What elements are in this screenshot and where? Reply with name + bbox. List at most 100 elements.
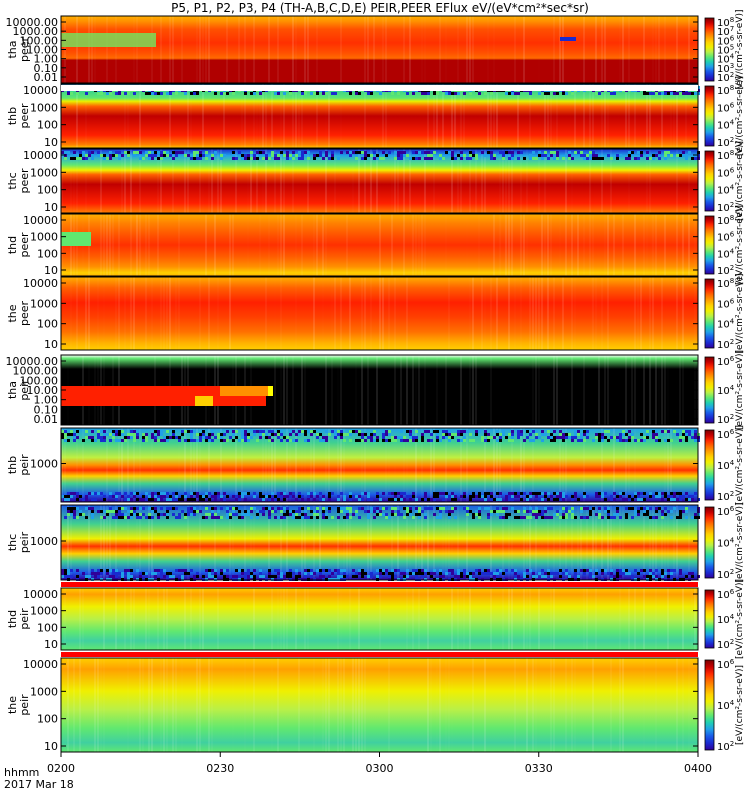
noise-pixel: [319, 439, 322, 442]
ylabel-line1: thd: [6, 236, 19, 254]
noise-pixel: [115, 492, 118, 495]
noise-pixel: [673, 498, 676, 501]
noise-pixel: [577, 498, 580, 501]
texture-streak: [556, 505, 558, 580]
noise-pixel: [649, 572, 652, 575]
noise-pixel: [685, 575, 688, 578]
texture-streak: [160, 277, 162, 350]
noise-pixel: [508, 492, 511, 495]
noise-pixel: [370, 507, 373, 510]
noise-pixel: [238, 569, 241, 572]
texture-streak: [643, 658, 645, 752]
noise-pixel: [421, 572, 424, 575]
texture-streak: [364, 16, 366, 83]
noise-pixel: [640, 507, 643, 510]
noise-pixel: [616, 154, 619, 157]
noise-pixel: [694, 516, 697, 519]
noise-pixel: [226, 569, 229, 572]
noise-pixel: [289, 433, 292, 436]
noise-pixel: [142, 513, 145, 516]
noise-pixel: [451, 433, 454, 436]
colorbar-label: [eV/(cm²-s-sr-eV)]: [735, 205, 745, 285]
texture-streak: [100, 149, 102, 213]
noise-pixel: [409, 436, 412, 439]
noise-pixel: [691, 572, 694, 575]
texture-streak: [232, 658, 234, 752]
texture-streak: [667, 428, 669, 502]
noise-pixel: [499, 516, 502, 519]
noise-pixel: [565, 154, 568, 157]
noise-pixel: [691, 430, 694, 433]
noise-pixel: [124, 516, 127, 519]
noise-pixel: [616, 507, 619, 510]
texture-streak: [145, 277, 147, 350]
texture-streak: [412, 588, 414, 650]
noise-pixel: [511, 436, 514, 439]
texture-streak: [79, 658, 81, 752]
noise-pixel: [100, 439, 103, 442]
noise-pixel: [115, 513, 118, 516]
texture-streak: [676, 149, 678, 213]
noise-pixel: [655, 495, 658, 498]
noise-pixel: [172, 498, 175, 501]
noise-pixel: [436, 433, 439, 436]
noise-pixel: [103, 439, 106, 442]
noise-pixel: [268, 495, 271, 498]
noise-pixel: [112, 516, 115, 519]
ylabel-line2: peer: [18, 232, 31, 258]
noise-pixel: [190, 569, 193, 572]
texture-streak: [373, 16, 375, 83]
noise-pixel: [301, 151, 304, 154]
texture-streak: [406, 588, 408, 650]
noise-pixel: [658, 157, 661, 160]
texture-streak: [145, 214, 147, 276]
texture-streak: [325, 149, 327, 213]
noise-pixel: [82, 151, 85, 154]
noise-pixel: [415, 513, 418, 516]
noise-pixel: [685, 157, 688, 160]
noise-pixel: [79, 495, 82, 498]
texture-streak: [133, 277, 135, 350]
noise-pixel: [322, 516, 325, 519]
noise-pixel: [388, 498, 391, 501]
noise-pixel: [520, 430, 523, 433]
noise-pixel: [445, 151, 448, 154]
noise-pixel: [274, 569, 277, 572]
texture-streak: [532, 355, 534, 425]
noise-pixel: [349, 510, 352, 513]
noise-pixel: [64, 151, 67, 154]
texture-streak: [574, 658, 576, 752]
noise-pixel: [88, 507, 91, 510]
texture-streak: [508, 149, 510, 213]
noise-pixel: [685, 436, 688, 439]
texture-streak: [298, 658, 300, 752]
noise-pixel: [85, 495, 88, 498]
noise-pixel: [256, 510, 259, 513]
texture-streak: [133, 16, 135, 83]
noise-pixel: [355, 92, 358, 95]
noise-pixel: [64, 572, 67, 575]
texture-streak: [130, 214, 132, 276]
noise-pixel: [604, 510, 607, 513]
noise-pixel: [142, 436, 145, 439]
noise-pixel: [220, 516, 223, 519]
noise-pixel: [100, 572, 103, 575]
noise-pixel: [439, 516, 442, 519]
noise-pixel: [403, 498, 406, 501]
texture-streak: [313, 277, 315, 350]
texture-streak: [349, 505, 351, 580]
noise-pixel: [229, 436, 232, 439]
texture-streak: [496, 84, 498, 148]
texture-streak: [418, 355, 420, 425]
noise-pixel: [559, 575, 562, 578]
texture-streak: [295, 588, 297, 650]
noise-pixel: [439, 572, 442, 575]
noise-pixel: [484, 430, 487, 433]
noise-pixel: [208, 436, 211, 439]
noise-pixel: [304, 154, 307, 157]
noise-pixel: [133, 433, 136, 436]
noise-pixel: [553, 439, 556, 442]
texture-streak: [301, 84, 303, 148]
noise-pixel: [571, 507, 574, 510]
